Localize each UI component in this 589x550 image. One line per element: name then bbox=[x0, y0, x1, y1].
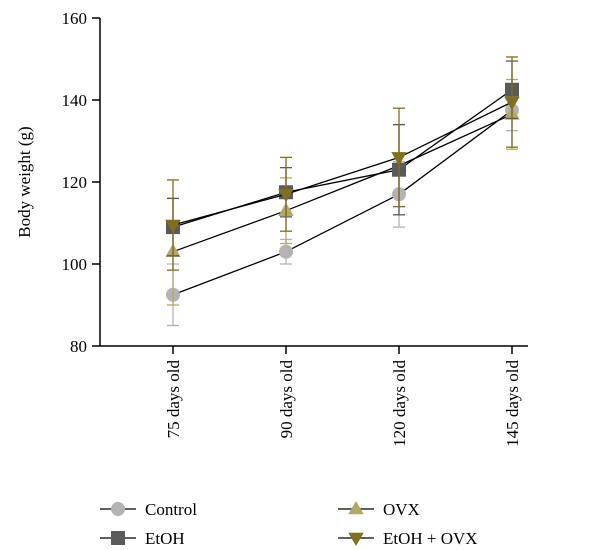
point-etoh-ovx-2 bbox=[278, 189, 294, 203]
y-tick-label-120: 120 bbox=[62, 173, 88, 192]
y-tick-label-80: 80 bbox=[70, 337, 87, 356]
legend-label-ovx: OVX bbox=[383, 500, 420, 519]
series-etoh-ovx bbox=[165, 56, 520, 271]
point-etoh-ovx-3 bbox=[391, 152, 407, 166]
legend-marker-etoh bbox=[111, 531, 125, 545]
point-control-2 bbox=[279, 244, 293, 259]
x-tick-label-90-days-old: 90 days old bbox=[277, 360, 296, 439]
y-ticks: 80 100 120 140 160 bbox=[62, 9, 100, 356]
series-ovx bbox=[165, 78, 520, 306]
legend-label-etoh: EtOH bbox=[145, 529, 185, 548]
legend-item-ovx: OVX bbox=[338, 500, 420, 519]
legend-label-etoh-ovx: EtOH + OVX bbox=[383, 529, 478, 548]
point-etoh-ovx-1 bbox=[165, 219, 181, 234]
axes bbox=[99, 18, 528, 347]
y-tick-label-100: 100 bbox=[62, 255, 88, 274]
line-etoh bbox=[172, 89, 513, 228]
series-etoh bbox=[166, 60, 519, 257]
y-tick-label-140: 140 bbox=[62, 91, 88, 110]
legend: Control OVX EtOH EtOH + OVX bbox=[100, 500, 478, 548]
x-tick-label-120-days-old: 120 days old bbox=[390, 360, 409, 447]
line-ovx bbox=[172, 113, 513, 253]
legend-item-etoh: EtOH bbox=[100, 529, 185, 548]
x-tick-label-145-days-old: 145 days old bbox=[503, 360, 522, 447]
x-tick-label-75-days-old: 75 days old bbox=[164, 360, 183, 439]
legend-marker-control bbox=[111, 502, 125, 516]
y-axis-label: Body weight (g) bbox=[15, 126, 34, 237]
legend-marker-ovx bbox=[348, 500, 364, 515]
series-layer bbox=[165, 56, 520, 327]
legend-item-etoh-ovx: EtOH + OVX bbox=[338, 529, 478, 548]
point-etoh-ovx-4 bbox=[504, 96, 520, 111]
x-ticks: 75 days old 90 days old 120 days old 145 da… bbox=[164, 346, 522, 447]
line-etoh-ovx bbox=[172, 101, 513, 226]
line-control bbox=[172, 109, 513, 296]
legend-label-control: Control bbox=[145, 500, 197, 519]
legend-item-control: Control bbox=[100, 500, 197, 519]
legend-marker-etoh-ovx bbox=[348, 532, 364, 547]
y-tick-label-160: 160 bbox=[62, 9, 88, 28]
